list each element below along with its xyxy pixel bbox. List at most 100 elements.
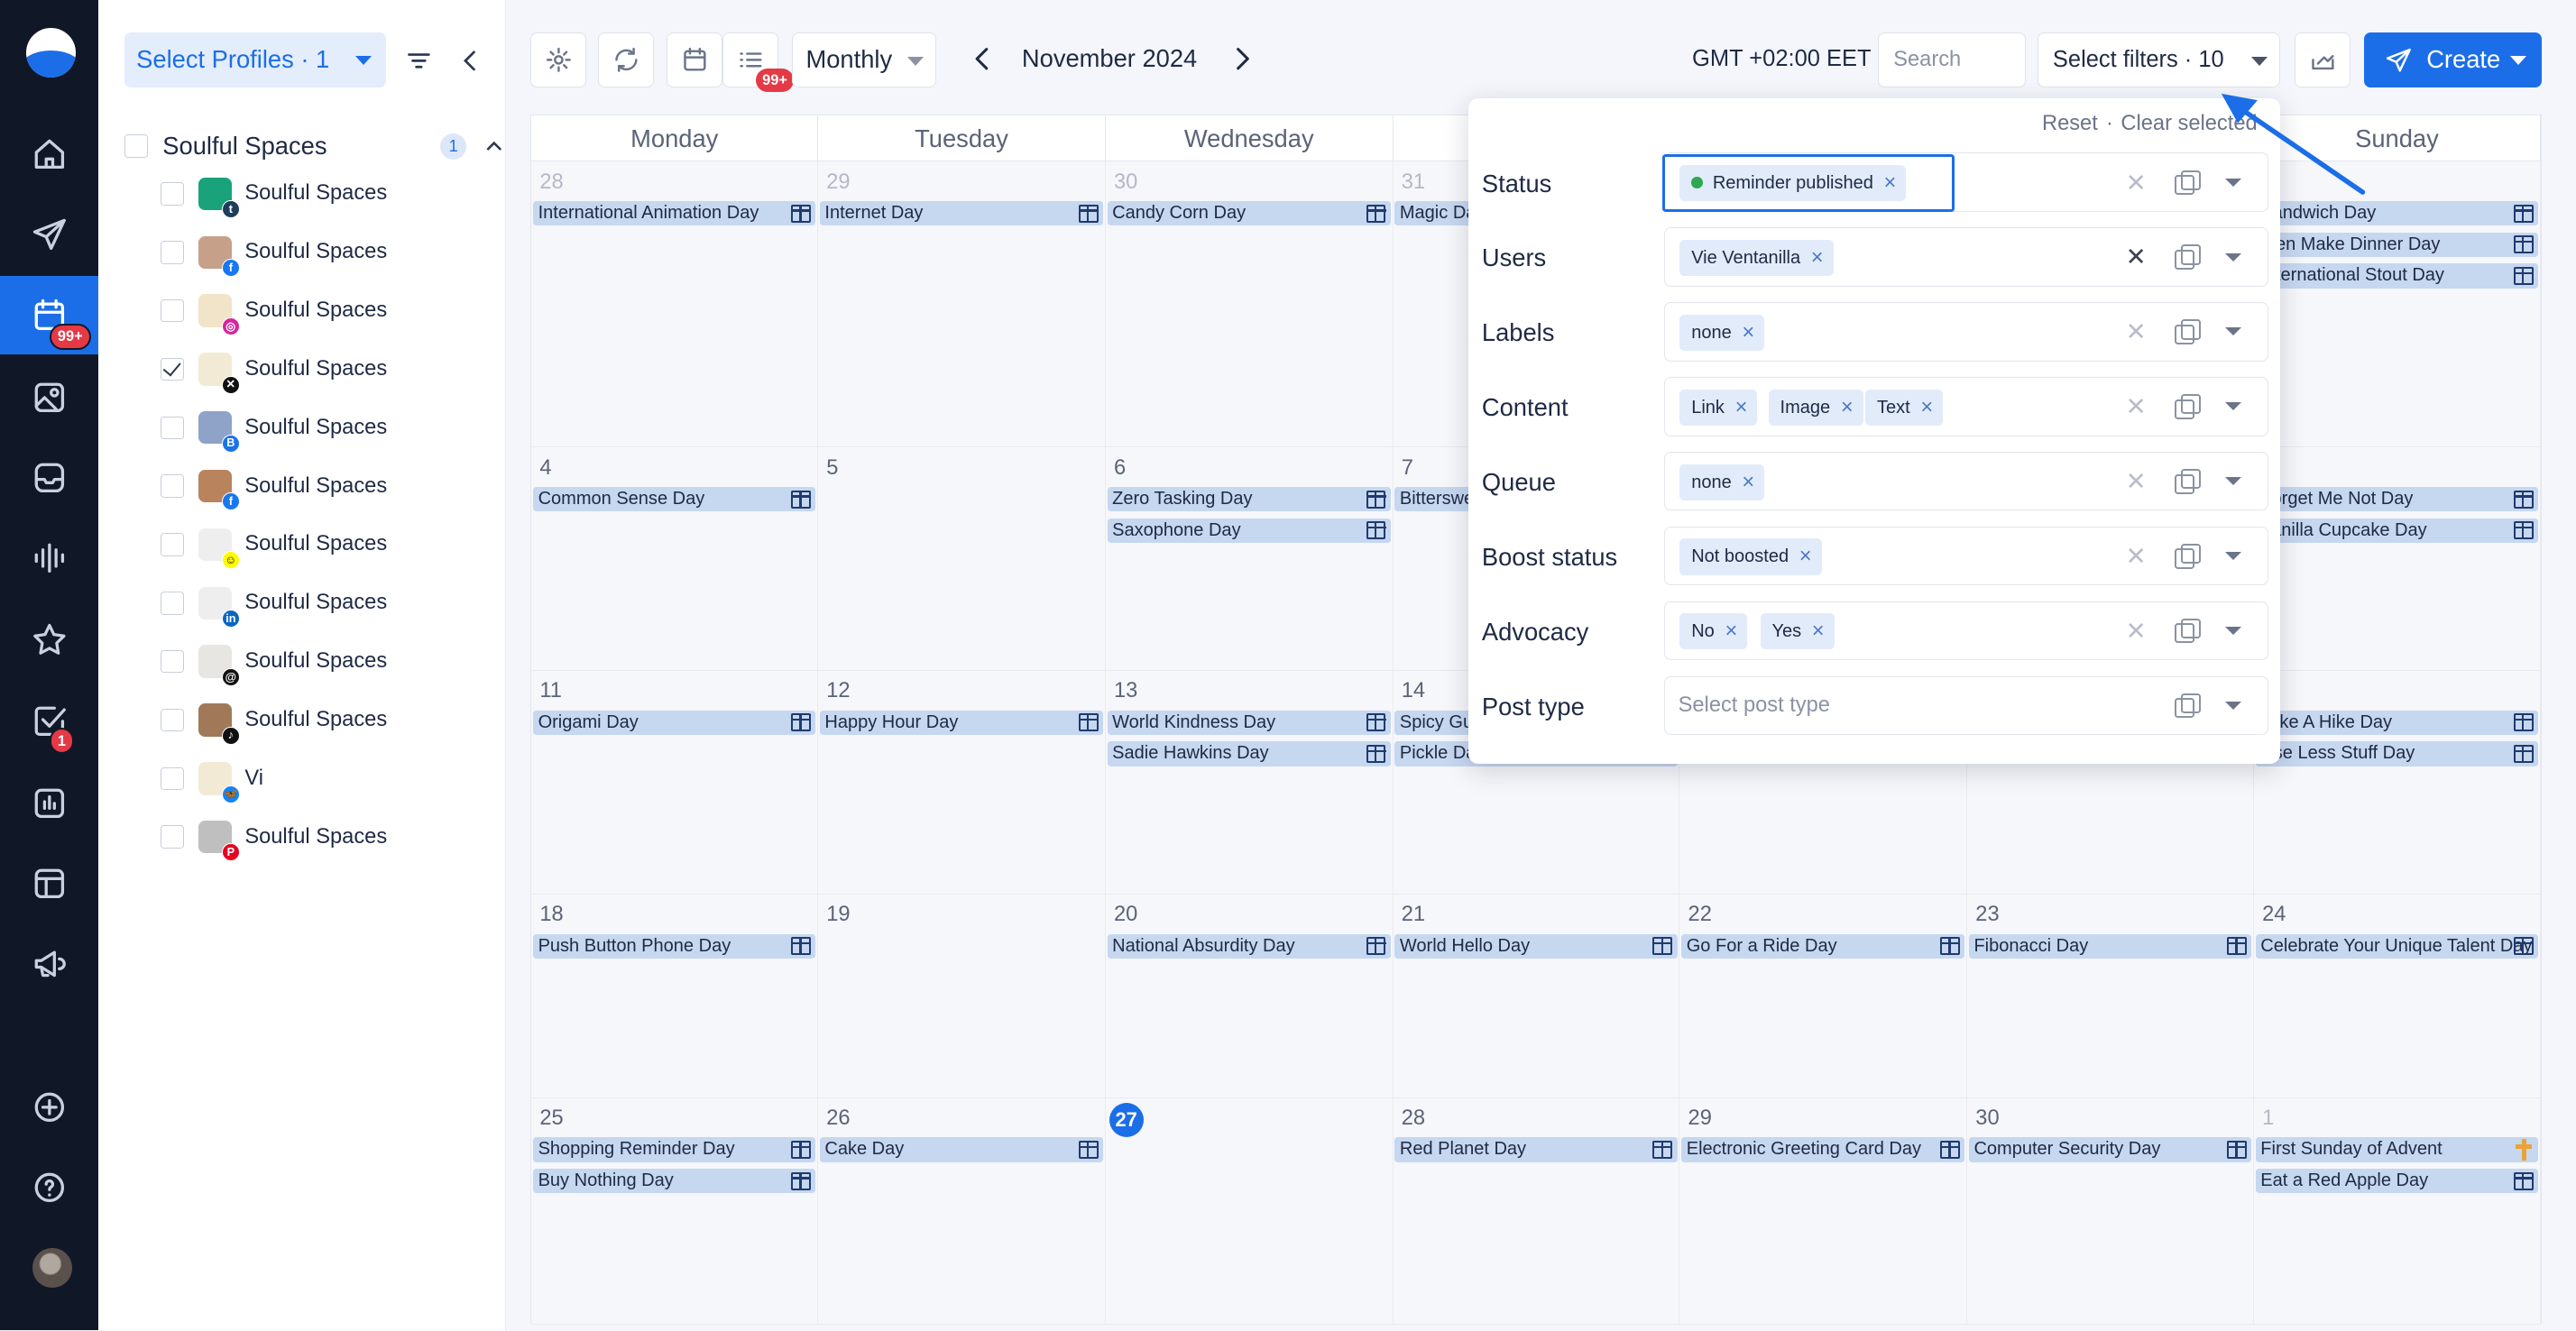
copy-icon[interactable] [2174,170,2202,196]
profile-checkbox[interactable] [161,416,184,440]
help-icon[interactable] [0,1148,98,1226]
filter-chip[interactable]: Not boosted × [1679,538,1822,575]
chevron-down-icon[interactable] [2225,477,2242,486]
remove-chip-icon[interactable]: × [1840,395,1854,419]
chevron-up-icon[interactable] [483,134,505,157]
chevron-down-icon[interactable] [2225,701,2242,710]
holiday-event[interactable]: Vanilla Cupcake Day [2255,518,2539,544]
clear-filter-icon[interactable]: ✕ [2125,467,2147,496]
chevron-down-icon[interactable] [2225,327,2242,336]
chevron-down-icon[interactable] [2225,626,2242,635]
send-icon[interactable] [0,196,98,274]
add-icon[interactable] [0,1068,98,1146]
filter-chip[interactable]: Yes × [1760,613,1835,650]
day-cell[interactable]: 1 First Sunday of Advent Eat a Red Apple D… [2254,1097,2541,1326]
filter-select-content[interactable]: Link × Image × Text × ✕ [1664,377,2269,436]
holiday-event[interactable]: Push Button Phone Day [533,933,816,959]
holiday-event[interactable]: Use Less Stuff Day [2255,741,2539,766]
clear-filter-icon[interactable]: ✕ [2125,243,2147,271]
settings-button[interactable] [530,32,587,87]
remove-chip-icon[interactable]: × [1920,395,1934,419]
day-cell[interactable]: 19 [818,894,1106,1098]
profile-checkbox[interactable] [161,533,184,556]
view-select[interactable]: Monthly [791,32,937,87]
remove-chip-icon[interactable]: × [1799,545,1812,569]
profile-row[interactable]: f Soulful Spaces [161,466,489,511]
filter-select-post-type[interactable]: Select post type [1664,675,2269,736]
tasks-icon[interactable] [0,682,98,760]
day-cell[interactable]: 30 Candy Corn Day [1105,161,1394,448]
clear-filter-icon[interactable]: ✕ [2125,168,2147,197]
profile-row[interactable]: ☺ Soulful Spaces [161,525,489,570]
holiday-event[interactable]: Happy Hour Day [819,710,1104,736]
day-cell[interactable]: 5 [818,447,1106,672]
star-icon[interactable] [0,601,98,680]
home-icon[interactable] [0,115,98,193]
clear-filter-icon[interactable]: ✕ [2125,317,2147,346]
chevron-down-icon[interactable] [2225,252,2242,262]
collapse-panel-icon[interactable] [452,42,488,78]
holiday-event[interactable]: Forget Me Not Day [2255,487,2539,512]
reset-link[interactable]: Reset [2041,111,2098,135]
profile-checkbox[interactable] [161,357,184,381]
select-profiles-dropdown[interactable]: Select Profiles · 1 [124,32,387,87]
remove-chip-icon[interactable]: × [1725,620,1738,644]
holiday-event[interactable]: National Absurdity Day [1107,933,1391,959]
audio-icon[interactable] [0,519,98,598]
day-cell[interactable]: 13 World Kindness Day Sadie Hawkins Day [1105,671,1394,895]
calendar-view-button[interactable] [667,32,723,87]
filter-chip[interactable]: Text × [1865,389,1944,426]
profile-group[interactable]: Soulful Spaces 1 [124,128,502,164]
chevron-down-icon[interactable] [2225,402,2242,411]
day-cell[interactable]: 28 Red Planet Day [1393,1097,1680,1326]
holiday-event[interactable]: Internet Day [819,201,1104,226]
holiday-event[interactable]: World Hello Day [1394,933,1678,959]
holiday-event[interactable]: Cake Day [819,1137,1104,1162]
holiday-event[interactable]: Saxophone Day [1107,518,1391,544]
remove-chip-icon[interactable]: × [1811,620,1825,644]
filter-chip[interactable]: No × [1679,613,1748,650]
next-month-button[interactable] [1226,42,1258,75]
profile-checkbox[interactable] [161,649,184,674]
filter-select-users[interactable]: Vie Ventanilla × ✕ [1664,227,2269,287]
day-cell[interactable]: Take A Hike Day Use Less Stuff Day [2254,671,2541,895]
copy-icon[interactable] [2174,319,2202,344]
holiday-event[interactable]: Common Sense Day [533,487,816,512]
copy-icon[interactable] [2174,394,2202,419]
profile-checkbox[interactable] [161,708,184,732]
day-cell[interactable]: 24 Celebrate Your Unique Talent Day [2254,894,2541,1098]
filter-icon[interactable] [400,42,437,78]
day-cell[interactable]: 20 National Absurdity Day [1105,894,1394,1098]
filter-chip[interactable]: Reminder published × [1679,165,1907,202]
day-cell[interactable]: 30 Computer Security Day [1967,1097,2255,1326]
clear-filter-icon[interactable]: ✕ [2125,392,2147,421]
day-cell[interactable]: 29 Internet Day [818,161,1106,448]
copy-icon[interactable] [2174,244,2202,271]
filter-select-labels[interactable]: none × ✕ [1664,302,2269,362]
holiday-event[interactable]: Go For a Ride Day [1681,933,1965,959]
holiday-event[interactable]: International Stout Day [2255,263,2539,289]
holiday-event[interactable]: Take A Hike Day [2255,710,2539,736]
profile-row[interactable]: @ Soulful Spaces [161,642,489,686]
prev-month-button[interactable] [966,42,998,75]
day-cell[interactable]: Forget Me Not Day Vanilla Cupcake Day [2254,447,2541,672]
calendar-icon[interactable] [0,275,99,355]
media-icon[interactable] [0,358,98,436]
day-cell[interactable]: 23 Fibonacci Day [1967,894,2255,1098]
day-cell[interactable]: 11 Origami Day [531,671,819,895]
day-cell[interactable]: 18 Push Button Phone Day [531,894,819,1098]
profile-checkbox[interactable] [161,182,184,206]
holiday-event[interactable]: Zero Tasking Day [1107,487,1391,512]
holiday-event[interactable]: Shopping Reminder Day [533,1137,816,1162]
profile-checkbox[interactable] [161,241,184,264]
day-cell[interactable]: 6 Zero Tasking Day Saxophone Day [1105,447,1394,672]
day-cell[interactable]: 26 Cake Day [818,1097,1106,1326]
filter-chip[interactable]: none × [1679,464,1765,500]
holiday-event[interactable]: Buy Nothing Day [533,1168,816,1194]
chevron-down-icon[interactable] [2225,178,2242,187]
remove-chip-icon[interactable]: × [1734,395,1748,419]
holiday-event[interactable]: Fibonacci Day [1969,933,2252,959]
filter-select-boost-status[interactable]: Not boosted × ✕ [1664,526,2269,586]
holiday-event[interactable]: Computer Security Day [1969,1137,2252,1162]
remove-chip-icon[interactable]: × [1810,245,1824,270]
